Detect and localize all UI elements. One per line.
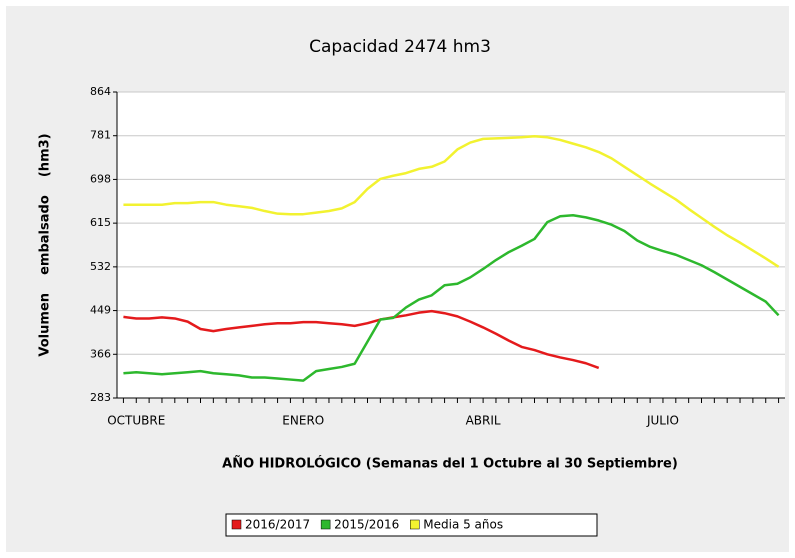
legend-swatch	[320, 519, 331, 530]
y-tick-label: 864	[90, 85, 111, 98]
series-line	[123, 134, 780, 268]
y-tick-label: 698	[90, 172, 111, 185]
series-line	[123, 213, 780, 382]
legend-swatch	[231, 519, 242, 530]
y-tick-label: 449	[90, 304, 111, 317]
x-tick-label: ENERO	[282, 414, 324, 428]
chart-title: Capacidad 2474 hm3	[309, 37, 491, 57]
series-line	[123, 309, 600, 370]
y-tick-label: 532	[90, 260, 111, 273]
y-tick-label: 615	[90, 216, 111, 229]
legend-label: 2015/2016	[334, 518, 399, 532]
x-axis-label: AÑO HIDROLÓGICO (Semanas del 1 Octubre a…	[222, 456, 678, 472]
x-tick-label: JULIO	[646, 414, 679, 428]
plot-area	[117, 92, 785, 398]
y-tick-label: 283	[90, 391, 111, 404]
legend-label: Media 5 años	[423, 518, 503, 532]
y-tick-label: 366	[90, 347, 111, 360]
legend-swatch	[410, 519, 420, 530]
y-tick-label: 781	[90, 129, 111, 142]
y-axis-label: Volumen embalsado (hm3)	[38, 133, 53, 356]
x-tick-label: ABRIL	[466, 414, 501, 428]
x-tick-label: OCTUBRE	[107, 414, 165, 428]
legend-label: 2016/2017	[245, 518, 310, 532]
